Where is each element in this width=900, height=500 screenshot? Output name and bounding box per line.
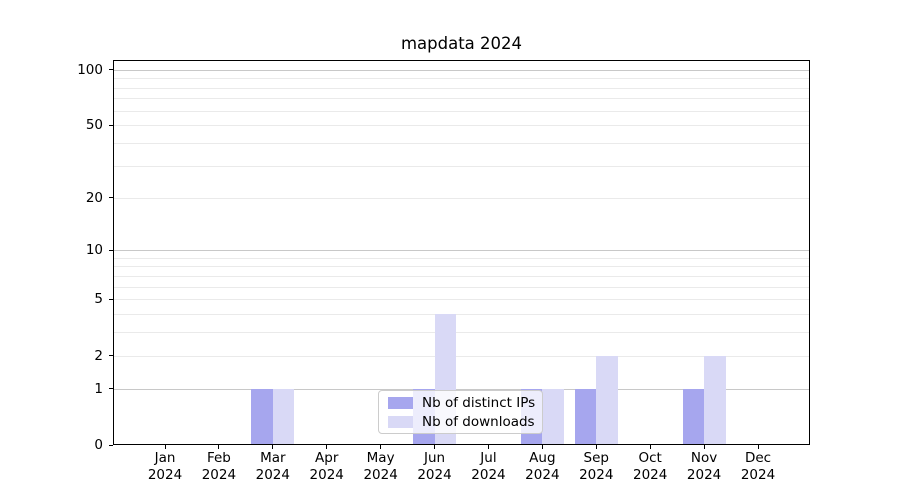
y-tick-label: 100	[77, 61, 103, 78]
minor-gridline	[114, 286, 809, 288]
y-tick	[109, 444, 113, 446]
y-tick	[109, 69, 113, 71]
bar-distinct-ips	[251, 388, 273, 444]
minor-gridline	[114, 165, 809, 167]
major-gridline	[114, 69, 809, 71]
minor-gridline	[114, 314, 809, 316]
minor-gridline	[114, 299, 809, 301]
legend-swatch-distinct-ips	[388, 396, 413, 409]
x-tick-label: Jun 2024	[417, 450, 452, 483]
x-tick-label: Mar 2024	[255, 450, 290, 483]
y-tick	[109, 298, 113, 300]
minor-gridline	[114, 87, 809, 89]
minor-gridline	[114, 355, 809, 357]
y-tick-label: 50	[85, 117, 103, 134]
x-tick-label: Feb 2024	[201, 450, 237, 483]
y-tick	[109, 249, 113, 251]
bar-downloads	[704, 355, 726, 444]
major-gridline	[114, 388, 809, 390]
legend-label-downloads: Nb of downloads	[422, 413, 535, 430]
major-gridline	[114, 250, 809, 252]
x-tick-label: Jul 2024	[471, 450, 506, 483]
x-tick	[703, 445, 705, 449]
legend-item-downloads: Nb of downloads	[388, 414, 542, 430]
minor-gridline	[114, 275, 809, 277]
y-tick	[109, 197, 113, 198]
minor-gridline	[114, 78, 809, 80]
legend-item-distinct-ips: Nb of distinct IPs	[388, 395, 542, 411]
x-tick	[595, 445, 597, 449]
plot-area	[113, 60, 810, 445]
bar-distinct-ips	[682, 388, 705, 444]
x-tick	[272, 445, 274, 449]
x-tick-label: Aug 2024	[525, 450, 560, 483]
x-tick	[649, 445, 651, 449]
x-tick-label: Jan 2024	[147, 450, 183, 483]
x-tick-label: Nov 2024	[686, 450, 722, 483]
x-tick-label: May 2024	[363, 450, 398, 483]
legend-swatch-downloads	[388, 415, 413, 428]
legend: Nb of distinct IPs Nb of downloads	[378, 390, 543, 434]
bar-distinct-ips	[574, 388, 597, 444]
minor-gridline	[114, 98, 809, 100]
x-tick	[487, 445, 489, 449]
bar-downloads	[542, 388, 564, 444]
y-tick-label: 1	[94, 380, 103, 397]
bar-downloads	[272, 388, 295, 444]
minor-gridline	[114, 257, 809, 259]
x-tick	[757, 445, 759, 449]
legend-label-distinct-ips: Nb of distinct IPs	[422, 394, 536, 411]
bar-downloads	[596, 355, 618, 444]
y-tick	[109, 124, 113, 126]
x-tick	[434, 445, 436, 449]
x-tick	[218, 445, 220, 449]
x-tick-label: Sep 2024	[579, 450, 614, 483]
x-tick	[380, 445, 382, 449]
y-tick-label: 0	[94, 437, 103, 453]
y-tick-label: 10	[85, 242, 103, 259]
minor-gridline	[114, 125, 809, 127]
y-tick	[109, 388, 113, 390]
x-tick-label: Oct 2024	[632, 450, 668, 483]
minor-gridline	[114, 266, 809, 268]
x-tick	[164, 445, 166, 449]
minor-gridline	[114, 197, 809, 199]
x-tick	[326, 445, 328, 449]
minor-gridline	[114, 332, 809, 334]
x-tick	[541, 445, 543, 449]
y-tick-label: 20	[85, 189, 103, 206]
minor-gridline	[114, 110, 809, 112]
minor-gridline	[114, 143, 809, 145]
x-tick-label: Dec 2024	[740, 450, 776, 483]
y-tick	[109, 355, 113, 357]
y-tick-label: 2	[94, 347, 103, 364]
chart-title: mapdata 2024	[400, 34, 523, 53]
y-tick-label: 5	[94, 291, 103, 308]
x-tick-label: Apr 2024	[309, 450, 344, 483]
